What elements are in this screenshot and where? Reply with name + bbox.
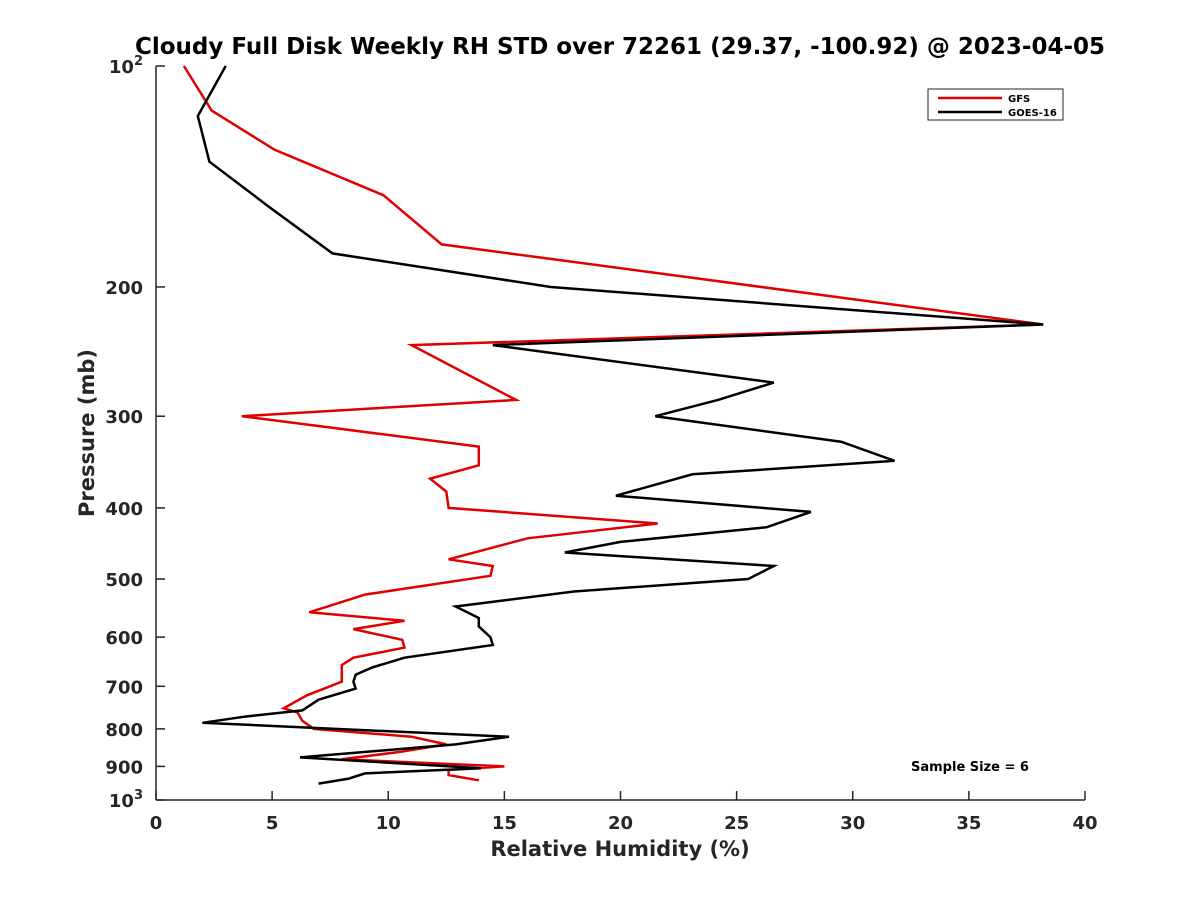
series-line-goes-16: [196, 65, 1044, 785]
x-tick-label: 15: [492, 813, 517, 834]
legend-label-goes-16: GOES-16: [1008, 108, 1057, 119]
y-tick-label-base: 10: [109, 791, 134, 812]
y-tick-label: 700: [105, 677, 143, 698]
y-tick-label-exponent: 2: [134, 54, 143, 69]
y-tick-label-exponent: 3: [134, 788, 143, 803]
x-tick-label: 10: [376, 813, 401, 834]
x-tick-label: 25: [724, 813, 749, 834]
y-tick-label-base: 10: [109, 57, 134, 78]
y-tick-label: 500: [105, 570, 143, 591]
x-tick-label: 5: [266, 813, 279, 834]
series-line-gfs: [182, 65, 1044, 782]
x-tick-label: 40: [1072, 813, 1097, 834]
chart-title: Cloudy Full Disk Weekly RH STD over 7226…: [135, 34, 1105, 60]
series-layer: [182, 65, 1044, 785]
y-tick-label: 600: [105, 628, 143, 649]
y-axis-label: Pressure (mb): [75, 349, 99, 517]
y-tick-label: 400: [105, 499, 143, 520]
x-tick-label: 0: [150, 813, 163, 834]
y-tick-label: 300: [105, 407, 143, 428]
x-axis-label: Relative Humidity (%): [490, 837, 749, 861]
legend-box: [927, 88, 1064, 121]
x-ticks: 0 5 10 15 20 25 30 35 40: [150, 791, 1098, 834]
x-tick-label: 35: [956, 813, 981, 834]
y-tick-label: 800: [105, 720, 143, 741]
y-tick-label: 102: [109, 54, 143, 78]
y-tick-label: 200: [105, 278, 143, 299]
legend-label-gfs: GFS: [1008, 94, 1030, 105]
y-tick-label: 103: [109, 788, 143, 812]
sample-size-annotation: Sample Size = 6: [911, 760, 1029, 775]
x-tick-label: 30: [840, 813, 865, 834]
legend: GFS GOES-16: [927, 88, 1064, 121]
x-tick-label: 20: [608, 813, 633, 834]
y-tick-label: 900: [105, 757, 143, 778]
